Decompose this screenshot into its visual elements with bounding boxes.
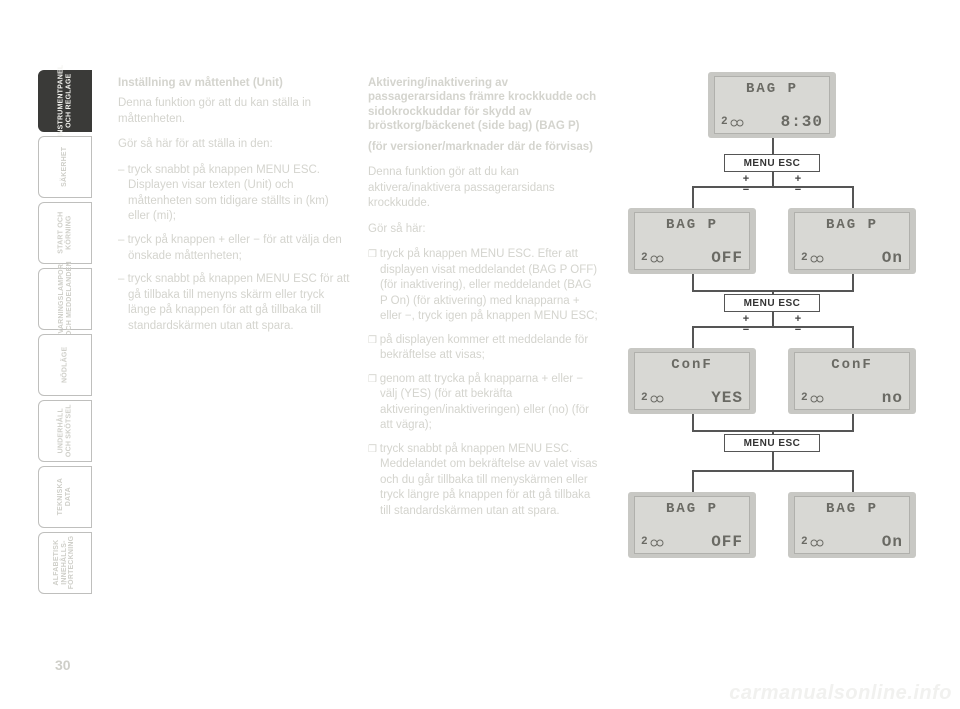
tab-label: ALFABETISKINNEHÅLLS-FÖRTECKNING: [53, 536, 76, 590]
heading-bagp: Aktivering/inaktivering av passagerarsid…: [368, 76, 602, 134]
tab-underhall[interactable]: UNDERHÅLLOCH SKÖTSEL: [38, 400, 92, 462]
list-item: på displayen kommer ett meddelande för b…: [368, 333, 602, 364]
connector-line: [852, 186, 854, 208]
lcd-left-value: 2: [641, 392, 648, 404]
lcd-line1: BAG P: [641, 217, 743, 233]
lcd-screen-conf-no: ConF 2 no: [788, 348, 916, 414]
paragraph: Gör så här:: [368, 222, 602, 238]
tab-label: START OCHKÖRNING: [57, 212, 72, 254]
connector-line: [692, 414, 694, 430]
connector-line: [692, 470, 694, 492]
lcd-right-value: OFF: [711, 534, 743, 550]
plus-minus-icon: +−: [792, 314, 804, 336]
connector-line: [772, 312, 774, 326]
tab-innehall[interactable]: ALFABETISKINNEHÅLLS-FÖRTECKNING: [38, 532, 92, 594]
lcd-right-value: OFF: [711, 250, 743, 266]
lcd-right-value: YES: [711, 390, 743, 406]
tab-label: INSTRUMENTPANELOCH REGLAGE: [57, 65, 72, 137]
lcd-screen-bagp-off-final: BAG P 2 OFF: [628, 492, 756, 558]
tab-start-korning[interactable]: START OCHKÖRNING: [38, 202, 92, 264]
list-item: tryck på knappen + eller − för att välja…: [118, 233, 352, 264]
menu-esc-button[interactable]: MENU ESC: [724, 154, 820, 172]
lcd-right-value: 8:30: [781, 114, 823, 130]
paragraph: Denna funktion gör att du kan aktivera/i…: [368, 165, 602, 212]
text-column-2: Aktivering/inaktivering av passagerarsid…: [368, 76, 602, 527]
lcd-left-value: 2: [641, 536, 648, 548]
list-item: tryck snabbt på knappen MENU ESC. Displa…: [118, 163, 352, 225]
connector-line: [692, 274, 694, 290]
page-number: 30: [55, 657, 71, 673]
connector-line: [692, 326, 854, 328]
list-item: genom att trycka på knapparna + eller − …: [368, 372, 602, 434]
connector-line: [852, 470, 854, 492]
sub-heading: (för versioner/marknader där de förvisas…: [368, 140, 602, 156]
lcd-screen-bagp-on-final: BAG P 2 On: [788, 492, 916, 558]
text-column-1: Inställning av måttenhet (Unit) Denna fu…: [118, 76, 352, 342]
tab-nodlage[interactable]: NÖDLÄGE: [38, 334, 92, 396]
menu-esc-button[interactable]: MENU ESC: [724, 294, 820, 312]
tab-label: TEKNISKADATA: [57, 478, 72, 515]
connector-line: [772, 172, 774, 186]
odometer-icon: [730, 117, 744, 127]
tab-tekniska-data[interactable]: TEKNISKADATA: [38, 466, 92, 528]
connector-line: [852, 274, 854, 290]
connector-line: [692, 186, 694, 208]
tab-label: SÄKERHET: [61, 147, 69, 187]
lcd-right-value: On: [882, 534, 903, 550]
connector-line: [852, 326, 854, 348]
lcd-line1: BAG P: [801, 217, 903, 233]
odometer-icon: [810, 537, 824, 547]
list-item: tryck snabbt på knappen MENU ESC. Meddel…: [368, 442, 602, 520]
odometer-icon: [810, 253, 824, 263]
plus-minus-icon: +−: [740, 314, 752, 336]
tab-label: NÖDLÄGE: [61, 347, 69, 383]
heading-unit: Inställning av måttenhet (Unit): [118, 76, 352, 90]
plus-minus-icon: +−: [792, 174, 804, 196]
lcd-screen-conf-yes: ConF 2 YES: [628, 348, 756, 414]
plus-minus-icon: +−: [740, 174, 752, 196]
connector-line: [852, 414, 854, 430]
odometer-icon: [650, 393, 664, 403]
lcd-screen-bagp-on: BAG P 2 On: [788, 208, 916, 274]
paragraph: Denna funktion gör att du kan ställa in …: [118, 96, 352, 127]
lcd-left-value: 2: [801, 392, 808, 404]
lcd-line1: BAG P: [641, 501, 743, 517]
paragraph: Gör så här för att ställa in den:: [118, 137, 352, 153]
lcd-right-value: On: [882, 250, 903, 266]
tab-sakerhet[interactable]: SÄKERHET: [38, 136, 92, 198]
menu-esc-button[interactable]: MENU ESC: [724, 434, 820, 452]
lcd-left-value: 2: [801, 536, 808, 548]
lcd-left-value: 2: [641, 252, 648, 264]
section-tabs: INSTRUMENTPANELOCH REGLAGE SÄKERHET STAR…: [38, 70, 92, 598]
tab-label: UNDERHÅLLOCH SKÖTSEL: [57, 405, 72, 458]
odometer-icon: [650, 253, 664, 263]
lcd-line1: ConF: [641, 357, 743, 373]
connector-line: [692, 326, 694, 348]
lcd-right-value: no: [882, 390, 903, 406]
list-item: tryck snabbt på knappen MENU ESC för att…: [118, 272, 352, 334]
odometer-icon: [650, 537, 664, 547]
tab-instrumentpanel[interactable]: INSTRUMENTPANELOCH REGLAGE: [38, 70, 92, 132]
lcd-screen-top: BAG P 2 8:30: [708, 72, 836, 138]
lcd-line1: ConF: [801, 357, 903, 373]
lcd-screen-bagp-off: BAG P 2 OFF: [628, 208, 756, 274]
flowchart: BAG P 2 8:30 MENU ESC +− +− BAG P: [614, 72, 930, 652]
connector-line: [692, 470, 854, 472]
list-item: tryck på knappen MENU ESC. Efter att dis…: [368, 247, 602, 325]
odometer-icon: [810, 393, 824, 403]
lcd-line1: BAG P: [721, 81, 823, 97]
watermark: carmanualsonline.info: [729, 682, 952, 705]
tab-label: VARNINGSLAMPOROCH MEDDELANDEN: [57, 262, 72, 337]
connector-line: [772, 452, 774, 470]
lcd-left-value: 2: [721, 116, 728, 128]
connector-line: [692, 186, 854, 188]
manual-page: INSTRUMENTPANELOCH REGLAGE SÄKERHET STAR…: [0, 0, 960, 709]
lcd-left-value: 2: [801, 252, 808, 264]
tab-varningslampor[interactable]: VARNINGSLAMPOROCH MEDDELANDEN: [38, 268, 92, 330]
lcd-line1: BAG P: [801, 501, 903, 517]
